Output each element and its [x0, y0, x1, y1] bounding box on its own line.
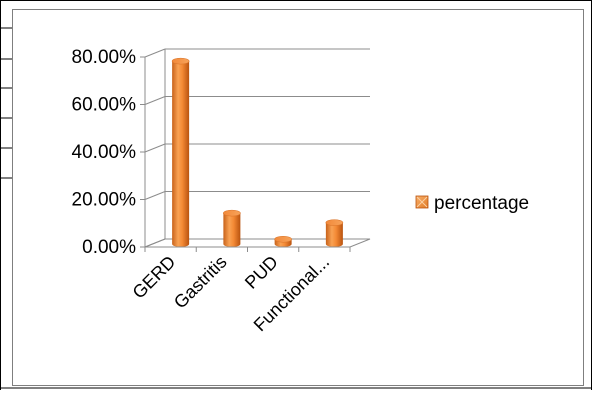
bar-gerd: [171, 57, 190, 247]
bar-top: [325, 219, 344, 226]
gridline-side: [144, 191, 166, 200]
gridline-side: [144, 48, 166, 58]
y-tick-label: 60.00%: [72, 95, 137, 116]
y-tick-label: 40.00%: [72, 142, 137, 163]
y-tick-label: 0.00%: [82, 237, 136, 258]
bar-top: [223, 209, 241, 217]
gridline-side: [144, 238, 166, 248]
gridline-side: [144, 96, 166, 105]
y-axis: 0.00% 20.00% 40.00% 60.00% 80.00%: [72, 47, 146, 258]
bar-top: [274, 235, 292, 243]
legend-label: percentage: [434, 193, 529, 214]
bars: [171, 57, 344, 247]
legend: percentage: [415, 193, 529, 214]
bar-gastritis: [223, 209, 241, 247]
bar-body: [223, 213, 241, 247]
y-tick-label: 20.00%: [72, 190, 137, 211]
bar-top: [171, 57, 190, 65]
gridline-side: [144, 143, 166, 153]
chart-area-border: [12, 9, 584, 386]
bar-functional: [325, 219, 344, 247]
legend-swatch-cross-b: [416, 196, 428, 208]
bar-pud: [274, 235, 292, 247]
y-tick-label: 80.00%: [72, 47, 137, 68]
bar-body: [325, 222, 343, 247]
bar-body: [172, 61, 190, 247]
